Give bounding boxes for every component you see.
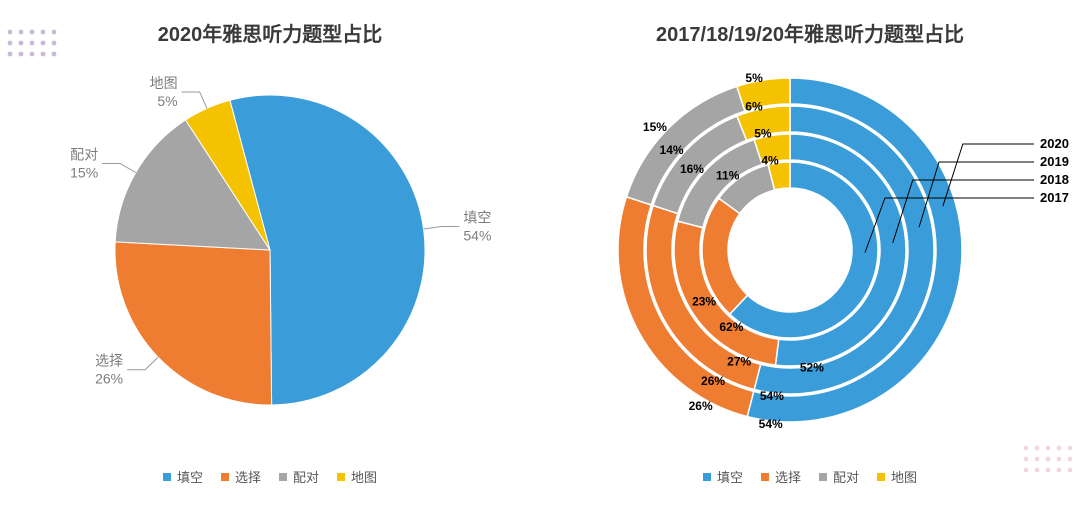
year-label-2019: 2019 — [1040, 154, 1069, 169]
legend-swatch — [337, 473, 345, 481]
left-chart-area: 填空 54% 选择 26% 配对 15% 地图 5% — [0, 50, 540, 448]
legend-item-map: 地图 — [337, 467, 377, 486]
legend-swatch — [819, 473, 827, 481]
legend-swatch — [221, 473, 229, 481]
callout-pct: 26% — [95, 371, 123, 387]
ring-pct-2020-map: 5% — [745, 71, 763, 85]
callout-label: 地图 — [150, 75, 178, 91]
legend-swatch — [761, 473, 769, 481]
ring-pct-2017-fill_blank: 62% — [719, 320, 743, 334]
legend-item-choice: 选择 — [761, 467, 801, 486]
ring-pct-2020-choice: 26% — [689, 399, 713, 413]
ring-pct-2018-map: 5% — [754, 126, 772, 140]
year-leader-2020 — [943, 144, 1034, 206]
legend-swatch — [703, 473, 711, 481]
pie-slice-choice — [115, 242, 272, 405]
ring-pct-2020-fill_blank: 54% — [759, 417, 783, 431]
legend-label: 选择 — [775, 467, 801, 486]
callout-label: 填空 — [463, 210, 491, 226]
legend-item-map: 地图 — [877, 467, 917, 486]
callout-line — [182, 92, 207, 108]
legend-label: 填空 — [177, 467, 203, 486]
year-label-2020: 2020 — [1040, 136, 1069, 151]
year-label-2017: 2017 — [1040, 190, 1069, 205]
legend-swatch — [163, 473, 171, 481]
ring-pct-2018-choice: 27% — [727, 354, 751, 368]
legend-label: 地图 — [351, 467, 377, 486]
legend-label: 填空 — [717, 467, 743, 486]
right-chart-area: 62%52%54%54%23%27%26%26%11%16%14%15%4%5%… — [540, 50, 1080, 448]
legend-swatch — [279, 473, 287, 481]
legend-swatch — [877, 473, 885, 481]
left-legend: 填空 选择 配对 地图 — [0, 467, 540, 486]
callout-label: 配对 — [70, 147, 98, 163]
ring-pct-2019-match: 14% — [660, 143, 684, 157]
nested-donut-chart: 62%52%54%54%23%27%26%26%11%16%14%15%4%5%… — [540, 50, 1080, 450]
legend-label: 配对 — [293, 467, 319, 486]
legend-item-fill_blank: 填空 — [163, 467, 203, 486]
year-label-2018: 2018 — [1040, 172, 1069, 187]
callout-line — [102, 164, 136, 173]
ring-pct-2018-fill_blank: 52% — [800, 361, 824, 375]
right-title: 2017/18/19/20年雅思听力题型占比 — [540, 18, 1080, 47]
ring-pct-2017-map: 4% — [761, 154, 779, 168]
left-panel: 2020年雅思听力题型占比 填空54%选择26%配对15%地图5% 填空选择配对… — [0, 0, 540, 508]
legend-item-choice: 选择 — [221, 467, 261, 486]
legend-item-match: 配对 — [279, 467, 319, 486]
right-legend: 填空 选择 配对 地图 — [540, 467, 1080, 486]
legend-label: 配对 — [833, 467, 859, 486]
callout-pct: 54% — [463, 228, 491, 244]
callout-line — [127, 357, 158, 369]
callout-label: 选择 — [95, 353, 123, 369]
callout-line — [424, 227, 460, 229]
ring-pct-2018-match: 16% — [680, 162, 704, 176]
ring-pct-2019-fill_blank: 54% — [760, 389, 784, 403]
ring-pct-2019-choice: 26% — [701, 374, 725, 388]
ring-pct-2017-match: 11% — [716, 169, 740, 183]
ring-pct-2020-match: 15% — [643, 120, 667, 134]
pie-chart: 填空 54% 选择 26% 配对 15% 地图 5% — [0, 50, 540, 450]
legend-label: 地图 — [891, 467, 917, 486]
legend-item-match: 配对 — [819, 467, 859, 486]
ring-pct-2019-map: 6% — [745, 100, 763, 114]
ring-pct-2017-choice: 23% — [692, 294, 716, 308]
legend-item-fill_blank: 填空 — [703, 467, 743, 486]
callout-pct: 5% — [157, 93, 177, 109]
left-title: 2020年雅思听力题型占比 — [0, 18, 540, 47]
panels: 2020年雅思听力题型占比 填空54%选择26%配对15%地图5% 填空选择配对… — [0, 0, 1080, 508]
callout-pct: 15% — [70, 165, 98, 181]
right-panel: 2017/18/19/20年雅思听力题型占比 62% 52% 54% 54% 23% 27… — [540, 0, 1080, 508]
legend-label: 选择 — [235, 467, 261, 486]
